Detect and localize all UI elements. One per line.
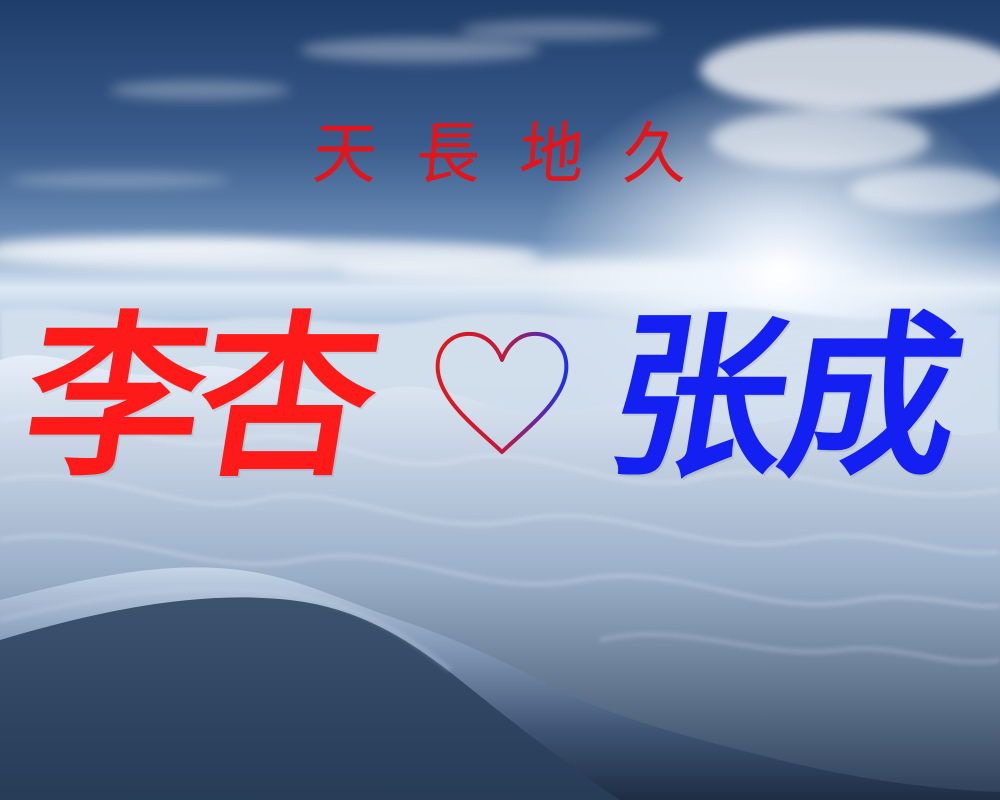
motto-seal-script: 天 長 地 久 bbox=[296, 97, 704, 213]
motto-char: 長 bbox=[413, 116, 484, 194]
right-name: 张成 bbox=[595, 294, 973, 501]
motto-char: 天 bbox=[310, 116, 380, 194]
motto-char: 久 bbox=[620, 116, 690, 194]
left-name: 李杏 bbox=[11, 294, 389, 501]
motto-char: 地 bbox=[516, 116, 587, 194]
heart-outline-icon bbox=[435, 331, 569, 454]
